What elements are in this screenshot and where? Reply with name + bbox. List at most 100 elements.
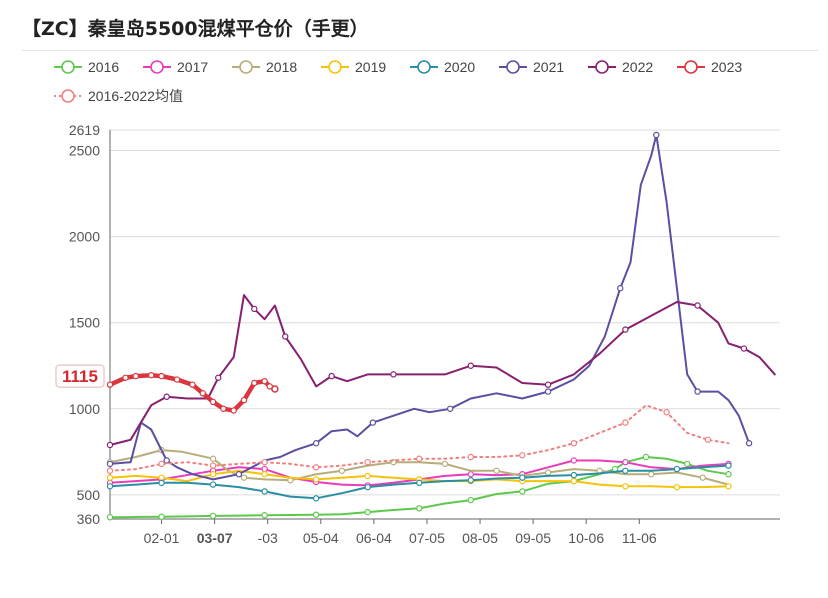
series-line[interactable]	[109, 404, 730, 472]
data-point[interactable]	[163, 457, 170, 464]
legend-item[interactable]: 2017	[143, 59, 208, 75]
data-point[interactable]	[158, 460, 165, 468]
data-point[interactable]	[312, 495, 320, 502]
data-point[interactable]	[199, 390, 206, 397]
data-point[interactable]	[364, 458, 371, 466]
data-point[interactable]	[328, 372, 335, 380]
data-point[interactable]	[519, 488, 526, 495]
legend-item[interactable]: 2023	[677, 59, 742, 75]
data-point[interactable]	[694, 388, 701, 395]
data-point[interactable]	[209, 481, 217, 488]
data-point[interactable]	[261, 512, 268, 519]
data-point[interactable]	[230, 407, 237, 414]
data-point[interactable]	[209, 398, 217, 406]
data-point[interactable]	[209, 462, 217, 469]
data-point[interactable]	[653, 131, 660, 139]
data-point[interactable]	[312, 476, 320, 483]
legend-item[interactable]: 2016	[54, 59, 119, 75]
data-point[interactable]	[694, 302, 701, 309]
data-point[interactable]	[390, 371, 397, 378]
data-point[interactable]	[364, 483, 371, 491]
data-point[interactable]	[209, 512, 217, 520]
legend-item[interactable]: 2019	[321, 59, 386, 75]
series-line[interactable]	[109, 456, 730, 519]
data-point[interactable]	[261, 465, 268, 473]
data-point[interactable]	[544, 469, 552, 476]
data-point[interactable]	[251, 379, 258, 387]
data-point[interactable]	[106, 483, 114, 490]
data-point[interactable]	[106, 441, 114, 449]
data-point[interactable]	[622, 467, 629, 474]
data-point[interactable]	[106, 381, 114, 388]
data-point[interactable]	[519, 474, 526, 481]
data-point[interactable]	[209, 471, 217, 478]
data-point[interactable]	[261, 488, 268, 495]
data-point[interactable]	[235, 471, 243, 478]
data-point[interactable]	[312, 511, 320, 518]
legend-item[interactable]: 2018	[232, 59, 297, 75]
data-point[interactable]	[261, 378, 268, 385]
data-point[interactable]	[122, 374, 129, 381]
data-point[interactable]	[261, 471, 268, 478]
data-point[interactable]	[158, 479, 165, 487]
data-point[interactable]	[338, 467, 346, 474]
series-line[interactable]	[109, 294, 776, 446]
data-point[interactable]	[163, 393, 170, 400]
data-point[interactable]	[570, 440, 578, 447]
series-line[interactable]	[107, 372, 278, 413]
data-point[interactable]	[261, 458, 268, 466]
data-point[interactable]	[416, 455, 423, 462]
legend[interactable]: 2016 2017 2018 2019 2020 2021 2022 2023 2016-202…	[54, 59, 742, 104]
data-point[interactable]	[519, 452, 526, 459]
data-point[interactable]	[240, 474, 248, 481]
data-point[interactable]	[441, 460, 449, 468]
data-point[interactable]	[617, 285, 624, 292]
data-point[interactable]	[106, 467, 114, 474]
data-point[interactable]	[209, 455, 217, 462]
data-point[interactable]	[369, 419, 377, 426]
data-point[interactable]	[622, 326, 629, 333]
data-point[interactable]	[446, 405, 454, 412]
data-point[interactable]	[493, 467, 500, 474]
data-point[interactable]	[416, 505, 423, 512]
data-point[interactable]	[364, 508, 371, 516]
data-point[interactable]	[467, 496, 474, 504]
data-point[interactable]	[189, 381, 196, 388]
data-point[interactable]	[148, 372, 155, 379]
data-point[interactable]	[215, 374, 222, 381]
data-point[interactable]	[745, 440, 753, 447]
data-point[interactable]	[173, 376, 181, 383]
data-point[interactable]	[467, 477, 474, 484]
series-line[interactable]	[109, 134, 751, 481]
data-point[interactable]	[364, 472, 371, 480]
data-point[interactable]	[106, 474, 114, 481]
data-point[interactable]	[725, 483, 732, 490]
data-point[interactable]	[467, 471, 474, 478]
data-point[interactable]	[704, 436, 712, 443]
data-point[interactable]	[673, 483, 681, 491]
data-point[interactable]	[684, 460, 691, 468]
data-point[interactable]	[622, 483, 629, 490]
data-point[interactable]	[158, 513, 165, 520]
series-line[interactable]	[109, 449, 730, 486]
data-point[interactable]	[622, 458, 629, 466]
data-point[interactable]	[647, 471, 655, 478]
data-point[interactable]	[240, 396, 248, 404]
data-point[interactable]	[220, 405, 227, 412]
data-point[interactable]	[158, 474, 165, 481]
legend-item[interactable]: 2022	[588, 59, 653, 75]
data-point[interactable]	[251, 305, 258, 313]
data-point[interactable]	[312, 440, 320, 447]
data-point[interactable]	[544, 388, 552, 395]
data-point[interactable]	[725, 462, 732, 469]
data-point[interactable]	[740, 345, 748, 352]
data-point[interactable]	[663, 409, 670, 416]
data-point[interactable]	[544, 381, 552, 388]
data-point[interactable]	[467, 362, 474, 369]
data-point[interactable]	[106, 514, 114, 521]
data-point[interactable]	[622, 419, 629, 426]
legend-item[interactable]: 2021	[499, 59, 564, 75]
data-point[interactable]	[467, 453, 474, 461]
data-point[interactable]	[312, 464, 320, 471]
